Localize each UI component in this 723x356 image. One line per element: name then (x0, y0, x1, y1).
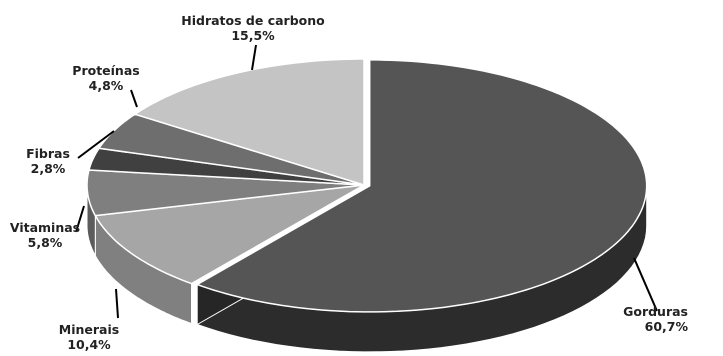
pie-slices (87, 59, 647, 312)
leader-line-proteinas (131, 90, 137, 107)
data-label-name-vitaminas: Vitaminas (10, 220, 80, 235)
data-label-value-minerais: 10,4% (67, 337, 111, 352)
data-label-value-proteinas: 4,8% (89, 78, 124, 93)
data-label-name-hidratos-de-carbono: Hidratos de carbono (181, 13, 325, 28)
data-label-name-minerais: Minerais (59, 322, 119, 337)
leader-line-hidratos-de-carbono (252, 45, 256, 70)
data-label-value-vitaminas: 5,8% (28, 235, 63, 250)
data-label-name-fibras: Fibras (26, 146, 70, 161)
data-label-value-fibras: 2,8% (31, 161, 66, 176)
data-label-name-gorduras: Gorduras (623, 304, 688, 319)
data-label-value-hidratos-de-carbono: 15,5% (231, 28, 275, 43)
data-label-value-gorduras: 60,7% (645, 319, 689, 334)
data-label-name-proteinas: Proteínas (72, 63, 139, 78)
leader-line-minerais (116, 289, 118, 318)
